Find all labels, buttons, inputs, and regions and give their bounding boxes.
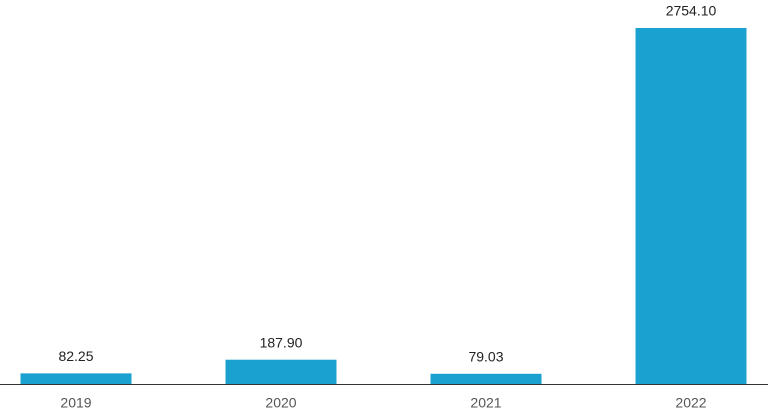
x-tick-label: 2019 <box>60 395 91 411</box>
x-tick-label: 2022 <box>675 395 706 411</box>
x-tick-label: 2020 <box>265 395 296 411</box>
bar <box>430 373 542 384</box>
value-label: 82.25 <box>58 348 93 364</box>
bar <box>225 359 337 384</box>
value-label: 187.90 <box>260 334 303 350</box>
bar <box>20 373 132 384</box>
value-label: 2754.10 <box>666 3 717 19</box>
bar <box>635 28 747 384</box>
x-tick-label: 2021 <box>470 395 501 411</box>
value-label: 79.03 <box>468 348 503 364</box>
